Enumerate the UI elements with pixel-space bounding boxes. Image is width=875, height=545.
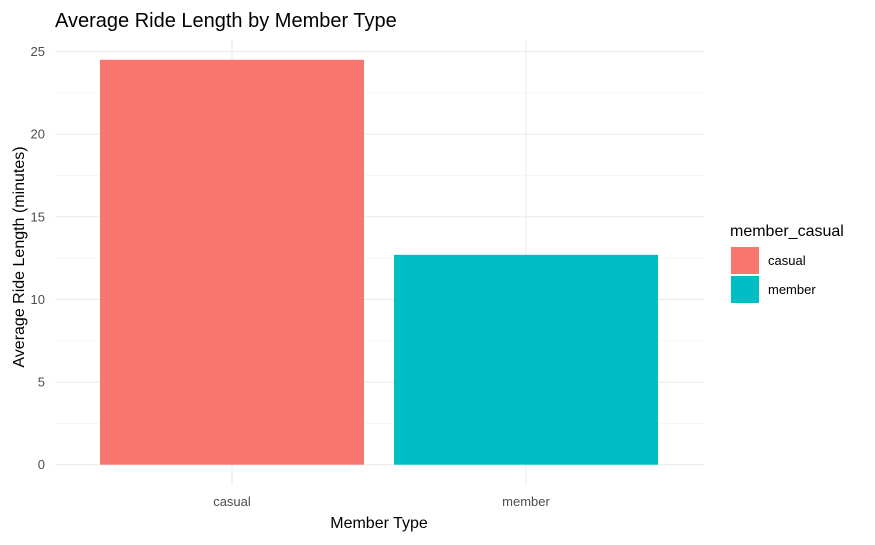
legend-key-member (731, 276, 759, 303)
x-tick-label: member (502, 494, 550, 509)
y-tick-label: 5 (38, 375, 45, 390)
y-tick-label: 25 (31, 44, 45, 59)
legend-label-member: member (768, 282, 816, 297)
x-axis-title: Member Type (330, 515, 428, 532)
bar-casual (100, 59, 364, 465)
y-tick-label: 15 (31, 209, 45, 224)
bar-member (394, 254, 658, 465)
y-tick-label: 10 (31, 292, 45, 307)
y-tick-labels: 0 5 10 15 20 25 (31, 44, 45, 472)
x-tick-labels: casual member (213, 494, 550, 509)
x-tick-label: casual (213, 494, 251, 509)
legend-title: member_casual (730, 223, 844, 240)
y-tick-label: 0 (38, 457, 45, 472)
legend: member_casual casual member (730, 223, 844, 303)
bars (100, 59, 658, 465)
y-axis-title: Average Ride Length (minutes) (11, 146, 28, 367)
legend-key-casual (731, 247, 759, 274)
chart-title: Average Ride Length by Member Type (55, 10, 397, 32)
legend-label-casual: casual (768, 253, 806, 268)
legend-entries: casual member (731, 247, 816, 303)
y-tick-label: 20 (31, 127, 45, 142)
